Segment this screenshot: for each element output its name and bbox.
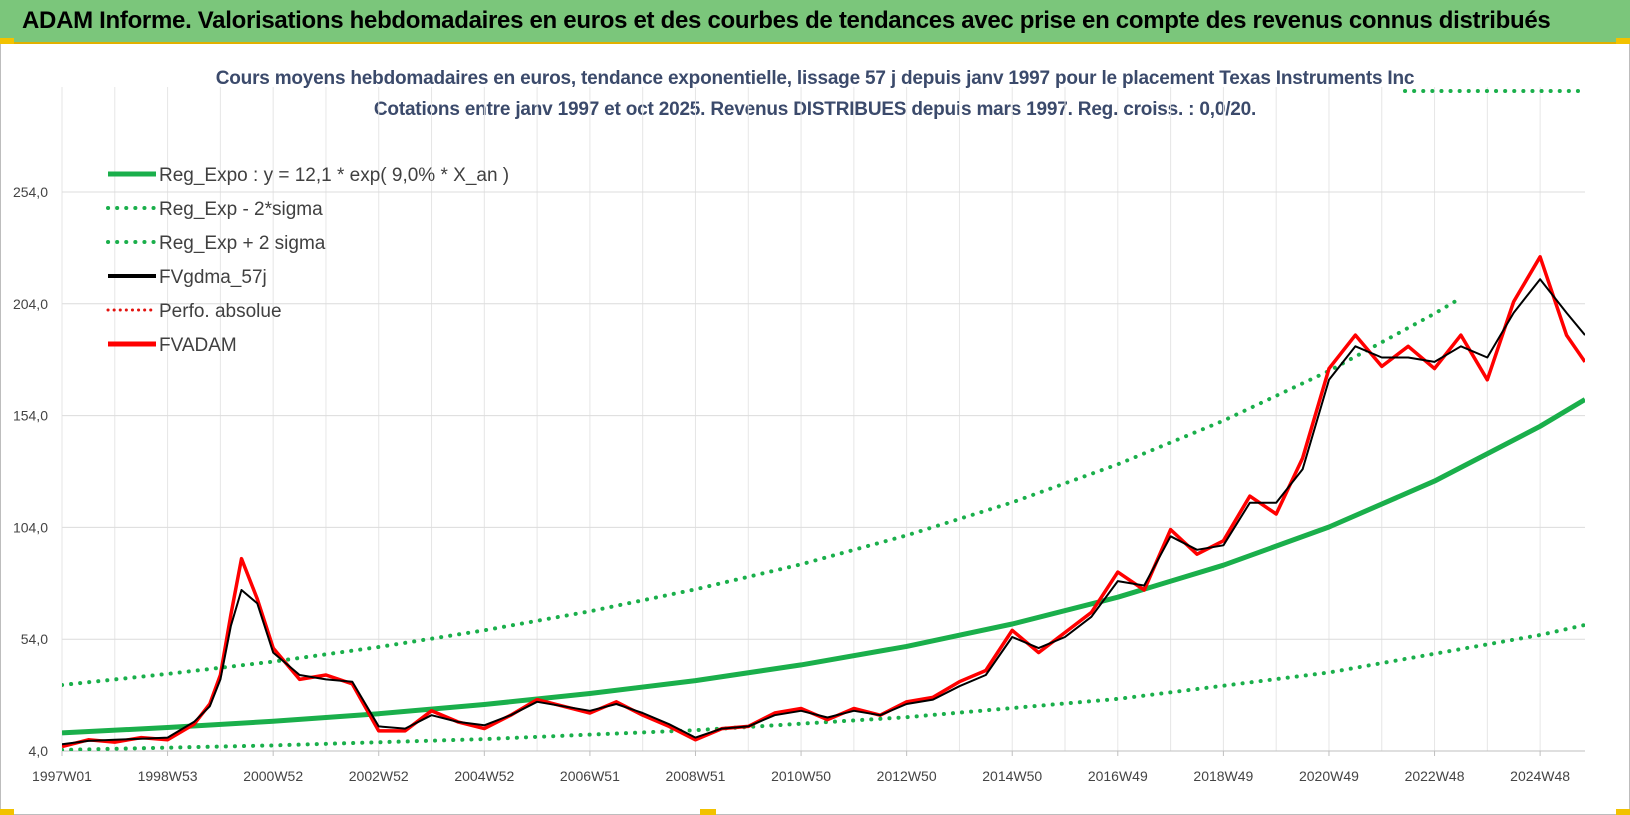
x-tick-label: 2020W49: [1299, 768, 1359, 784]
x-tick-label: 1997W01: [32, 768, 92, 784]
x-tick-label: 2008W51: [666, 768, 726, 784]
x-tick-label: 2012W50: [877, 768, 937, 784]
x-tick-label: 2006W51: [560, 768, 620, 784]
x-tick-label: 2016W49: [1088, 768, 1148, 784]
x-tick-label: 2004W52: [454, 768, 514, 784]
title-banner: ADAM Informe. Valorisations hebdomadaire…: [0, 0, 1630, 44]
series-line-3: [62, 278, 1585, 746]
x-tick-label: 2000W52: [243, 768, 303, 784]
legend-label: FVgdma_57j: [159, 267, 267, 288]
legend-label: Reg_Exp + 2 sigma: [159, 233, 326, 254]
corner-mark-bottom-center: [700, 809, 716, 815]
legend-label: FVADAM: [159, 335, 237, 356]
chart-title-line-2: Cotations entre janv 1997 et oct 2025. R…: [373, 99, 1257, 120]
y-tick-label: 254,0: [13, 184, 48, 200]
y-tick-label: 54,0: [21, 631, 48, 647]
corner-mark-top-right: [1616, 38, 1630, 44]
x-tick-label: 1998W53: [138, 768, 198, 784]
corner-mark-top-left: [0, 38, 14, 44]
banner-title: ADAM Informe. Valorisations hebdomadaire…: [22, 7, 1551, 34]
y-tick-label: 4,0: [29, 743, 49, 759]
y-tick-label: 154,0: [13, 408, 48, 424]
x-tick-label: 2022W48: [1405, 768, 1465, 784]
legend-label: Perfo. absolue: [159, 301, 282, 322]
y-tick-label: 204,0: [13, 296, 48, 312]
series-line-5: [62, 255, 1585, 749]
chart-title-line-1: Cours moyens hebdomadaires en euros, ten…: [215, 68, 1415, 89]
corner-mark-bottom-right: [1616, 809, 1630, 815]
x-tick-label: 2018W49: [1193, 768, 1253, 784]
corner-mark-bottom-left: [0, 809, 14, 815]
legend-label: Reg_Exp - 2*sigma: [159, 199, 323, 220]
series-line-0: [62, 397, 1585, 736]
x-tick-label: 2014W50: [982, 768, 1042, 784]
x-tick-label: 2024W48: [1510, 768, 1570, 784]
series-line-1: [62, 622, 1585, 751]
y-tick-label: 104,0: [13, 519, 48, 535]
x-tick-label: 2010W50: [771, 768, 831, 784]
x-tick-label: 2002W52: [349, 768, 409, 784]
series-line-2: [62, 296, 1463, 687]
legend-label: Reg_Expo : y = 12,1 * exp( 9,0% * X_an ): [159, 165, 509, 186]
